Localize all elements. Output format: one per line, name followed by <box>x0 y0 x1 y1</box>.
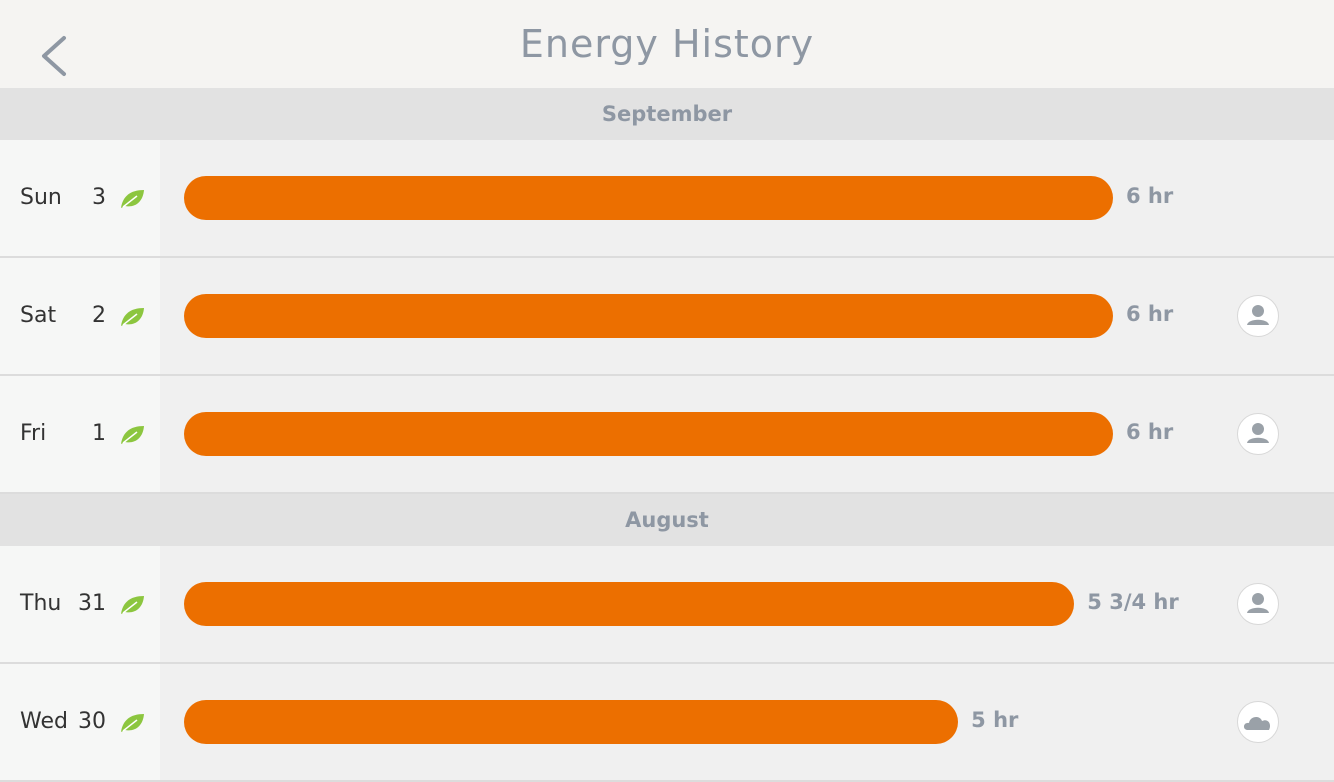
back-button[interactable] <box>38 34 70 78</box>
usage-label: 5 3/4 hr <box>1087 590 1179 614</box>
leaf-icon <box>119 424 145 450</box>
person-icon <box>1237 413 1279 455</box>
month-header: September <box>0 88 1334 140</box>
cloud-icon <box>1237 701 1279 743</box>
usage-bar <box>184 700 959 744</box>
usage-bar <box>184 412 1113 456</box>
day-number: 2 <box>92 303 106 328</box>
weekday: Thu <box>20 591 62 616</box>
day-row[interactable]: Wed 30 5 hr <box>0 664 1334 782</box>
title: Energy History <box>519 22 815 66</box>
usage-bar <box>184 582 1075 626</box>
usage-label: 6 hr <box>1126 420 1174 444</box>
header: Energy History <box>0 0 1334 88</box>
usage-label: 6 hr <box>1126 184 1174 208</box>
weekday: Fri <box>20 421 47 446</box>
leaf-icon <box>119 188 145 214</box>
day-row[interactable]: Sat 2 6 hr <box>0 258 1334 376</box>
leaf-icon <box>119 306 145 332</box>
person-icon <box>1237 295 1279 337</box>
person-icon <box>1237 583 1279 625</box>
leaf-icon <box>119 594 145 620</box>
usage-bar <box>184 176 1113 220</box>
day-number: 30 <box>78 709 106 734</box>
day-row[interactable]: Fri 1 6 hr <box>0 376 1334 494</box>
day-number: 31 <box>78 591 106 616</box>
weekday: Wed <box>20 709 68 734</box>
leaf-icon <box>119 712 145 738</box>
usage-label: 5 hr <box>971 708 1019 732</box>
day-number: 3 <box>92 185 106 210</box>
day-row[interactable]: Sun 3 6 hr <box>0 140 1334 258</box>
usage-label: 6 hr <box>1126 302 1174 326</box>
usage-bar <box>184 294 1113 338</box>
day-row[interactable]: Thu 31 5 3/4 hr <box>0 546 1334 664</box>
day-number: 1 <box>92 421 106 446</box>
weekday: Sun <box>20 185 62 210</box>
weekday: Sat <box>20 303 57 328</box>
month-header: August <box>0 494 1334 546</box>
